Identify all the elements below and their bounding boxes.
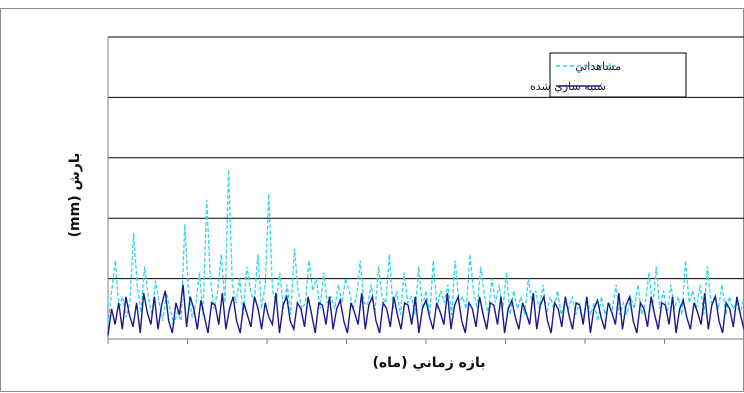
legend-label-observed: مشاهداتي [575, 60, 621, 73]
legend-box [549, 52, 687, 98]
axes [107, 37, 744, 344]
series-line-simulated [107, 284, 744, 336]
series-layer [107, 169, 744, 336]
chart-frame: مشاهداتي شبيه سازي شده بازه زماني (ماه) … [0, 8, 744, 392]
y-axis-label: بارش (mm) [67, 153, 83, 238]
x-axis-label: بازه زماني (ماه) [373, 355, 486, 371]
chart-svg: مشاهداتي شبيه سازي شده بازه زماني (ماه) … [67, 36, 744, 371]
legend: مشاهداتي شبيه سازي شده [530, 52, 687, 98]
series-line-observed [107, 169, 744, 328]
legend-label-simulated: شبيه سازي شده [530, 80, 606, 93]
